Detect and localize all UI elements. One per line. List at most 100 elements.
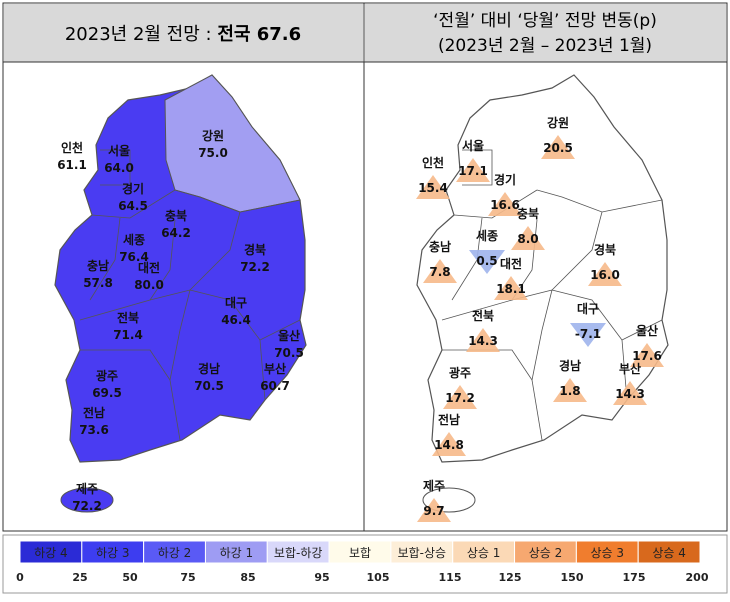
legend-label: 보합-상승 [398,546,447,560]
right-header: (2023년 2월 – 2023년 1월) [438,36,652,56]
region-border [531,289,553,441]
region-name: 세종 [123,232,145,247]
region-value: 64.5 [118,199,148,213]
region-border [169,289,191,441]
region-name: 인천 [422,155,444,170]
region-border [80,349,171,381]
trend-marker [417,498,451,522]
header-emphasis: 전국 67.6 [217,24,301,45]
region-border [551,289,663,341]
region-name: 전북 [472,308,494,323]
trend-marker [541,135,575,159]
region-value: 72.2 [240,260,270,274]
region-value: 64.2 [161,226,191,240]
region-value: -7.1 [575,327,601,341]
region-border [453,189,538,219]
island-shape [60,487,114,513]
region-name: 경기 [122,181,144,196]
trend-marker [570,323,606,347]
header-bg [365,4,726,62]
region-border [189,289,301,341]
region-border [149,211,241,301]
region-name: 충남 [87,258,109,273]
trend-marker [588,262,622,286]
region-value: 17.1 [458,164,488,178]
trend-marker [469,250,505,274]
legend-scale-label: 200 [686,571,709,584]
legend-scale-label: 0 [16,571,24,584]
region-border [442,349,533,381]
trend-marker [488,192,522,216]
legend-scale-label: 75 [180,571,195,584]
region-value: 14.3 [468,334,498,348]
legend-label: 상승 3 [591,546,625,560]
region-value: 64.0 [104,161,134,175]
region-value: 20.5 [543,141,573,155]
legend-swatch [637,540,701,564]
region-name: 대구 [577,302,599,316]
legend-scale-label: 85 [240,571,255,584]
legend-scale-label: 25 [72,571,87,584]
region-name: 광주 [449,365,471,380]
region-value: 76.4 [119,250,149,264]
region-name: 서울 [108,143,130,158]
region-name: 대전 [500,256,522,271]
region-name: 세종 [476,228,498,243]
region-value: 61.1 [57,158,87,172]
legend-scale-label: 175 [623,571,646,584]
trend-marker [553,378,587,402]
region-value: 16.0 [590,268,620,282]
trend-marker [613,381,647,405]
legend-scale-label: 95 [314,571,329,584]
region-value: 60.7 [260,379,290,393]
region-name: 강원 [202,129,224,143]
region-border [511,211,603,301]
region-value: 70.5 [194,379,224,393]
region-value: 16.6 [490,198,520,212]
legend: 하강 4 하강 3 하강 2 하강 1 보합-하강 보합 보합-상승 상승 1 상승 2 상승 3… [16,540,709,584]
region-value: 7.8 [429,265,450,279]
trend-marker [416,175,450,199]
region-name: 울산 [278,328,300,343]
region-border [462,149,493,186]
region-name: 부산 [264,361,286,376]
trend-marker [423,259,457,283]
region-value: 18.1 [496,282,526,296]
legend-label: 상승 2 [529,546,563,560]
region-value: 9.7 [423,504,444,518]
region-name: 경남 [198,361,220,376]
region-name: 울산 [636,323,658,338]
region-value: 80.0 [134,278,164,292]
legend-label: 보합 [349,546,371,560]
trend-marker [456,158,490,182]
region-name: 광주 [96,368,118,383]
legend-label: 하강 4 [34,546,68,560]
region-border [100,149,131,186]
region-value: 69.5 [92,386,122,400]
region-name: 경남 [559,358,581,373]
region-name: 경북 [244,243,266,257]
region-value: 0.5 [476,254,497,268]
region-value: 75.0 [198,146,228,160]
region-name: 서울 [462,138,484,153]
region-name: 충북 [165,208,187,223]
trend-marker [511,226,545,250]
region-value: 15.4 [418,181,448,195]
region-value: 1.8 [559,384,580,398]
region-border [174,189,301,213]
region-value: 14.3 [615,387,645,401]
region-value: 57.8 [83,276,113,290]
region-value: 70.5 [274,346,304,360]
trend-marker [466,328,500,352]
legend-scale-label: 150 [561,571,584,584]
region-name: 제주 [76,482,98,496]
legend-label: 하강 2 [158,546,192,560]
region-name: 강원 [547,116,569,130]
region-name: 경북 [594,243,616,257]
legend-scale-label: 115 [439,571,462,584]
region-border [91,189,176,219]
region-value: 17.6 [632,349,662,363]
region-border [536,189,663,213]
region-border [79,219,176,321]
